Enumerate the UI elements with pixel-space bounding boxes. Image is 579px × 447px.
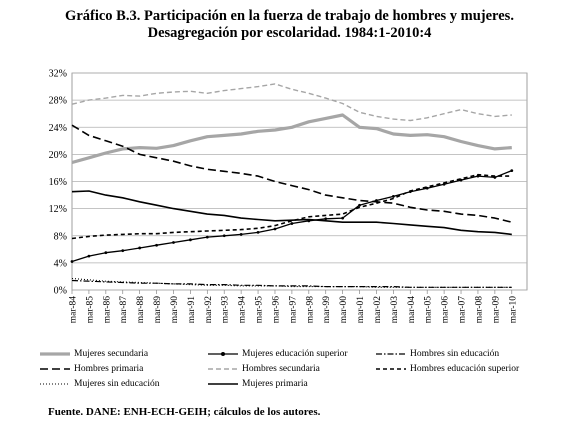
y-tick-label: 12% <box>49 204 67 215</box>
series-line-7 <box>71 277 512 288</box>
series-point <box>121 249 125 253</box>
legend-label: Hombres educación superior <box>410 364 520 374</box>
y-tick-label: 8% <box>54 231 67 242</box>
legend-label: Hombres secundaria <box>242 364 320 374</box>
x-tick-label: mar-97 <box>288 296 298 323</box>
x-tick-label: mar-05 <box>424 296 434 323</box>
legend-item: Hombres secundaria <box>208 363 320 375</box>
chart-title-line-1: Gráfico B.3. Participación en la fuerza … <box>65 8 514 24</box>
x-tick-label: mar-01 <box>356 296 366 323</box>
legend-label: Mujeres educación superior <box>242 349 348 359</box>
legend-swatch <box>40 368 70 370</box>
legend-item: Hombres educación superior <box>376 363 519 375</box>
legend-item: Mujeres educación superior <box>208 348 348 360</box>
legend-swatch <box>40 352 70 356</box>
legend-label: Mujeres primaria <box>242 379 308 389</box>
legend-label: Hombres primaria <box>74 364 144 374</box>
series-point <box>358 203 361 207</box>
series-point <box>239 232 243 236</box>
legend-swatch <box>40 383 70 385</box>
y-tick-label: 4% <box>54 258 67 269</box>
chart-title-line-2: Desagregación por escolaridad. 1984:1-20… <box>147 25 432 41</box>
series-point <box>87 254 91 258</box>
x-tick-label: mar-86 <box>102 296 112 323</box>
source-note: Fuente. DANE: ENH-ECH-GEIH; cálculos de … <box>48 406 321 418</box>
series-point <box>104 251 108 255</box>
legend-swatch <box>208 383 238 385</box>
series-point <box>222 234 226 238</box>
legend-label: Mujeres sin educación <box>74 379 160 389</box>
series-point <box>256 230 260 234</box>
legend-swatch <box>376 368 406 370</box>
series-point <box>391 195 395 198</box>
series-line-6 <box>71 173 512 240</box>
x-tick-label: mar-85 <box>85 296 95 323</box>
y-tick-label: 24% <box>49 123 67 134</box>
x-tick-label: mar-90 <box>170 296 180 323</box>
x-tick-label: mar-96 <box>271 296 281 323</box>
legend-item: Mujeres secundaria <box>40 348 148 360</box>
x-tick-label: mar-03 <box>390 296 400 323</box>
x-tick-label: mar-04 <box>407 296 417 323</box>
series-point <box>172 241 175 244</box>
x-tick-label: mar-99 <box>322 296 332 323</box>
series-point <box>205 235 209 239</box>
series-line-8 <box>71 190 512 236</box>
legend-item: Hombres sin educación <box>376 348 499 360</box>
series-line-5 <box>71 83 512 122</box>
series-point <box>155 243 158 247</box>
x-tick-label: mar-95 <box>255 296 265 323</box>
x-tick-label: mar-89 <box>153 296 163 323</box>
series-point <box>138 246 142 250</box>
x-tick-label: mar-84 <box>69 296 79 323</box>
x-tick-label: mar-08 <box>474 296 484 323</box>
x-tick-label: mar-87 <box>119 296 129 323</box>
series-line-1 <box>71 113 512 165</box>
x-tick-label: mar-02 <box>373 296 383 323</box>
legend-swatch <box>208 352 238 356</box>
series-line-2 <box>71 169 513 263</box>
legend-label: Mujeres secundaria <box>74 349 149 359</box>
x-tick-label: mar-94 <box>238 296 248 323</box>
series-line-3 <box>71 279 512 288</box>
x-tick-label: mar-07 <box>458 296 468 323</box>
x-tick-label: mar-91 <box>187 296 197 323</box>
legend-item: Hombres primaria <box>40 363 143 375</box>
legend-swatch <box>376 353 406 355</box>
x-tick-label: mar-88 <box>136 296 146 323</box>
y-tick-label: 0% <box>54 286 67 297</box>
series-point <box>70 260 74 263</box>
y-tick-label: 32% <box>49 69 67 80</box>
x-tick-label: mar-92 <box>204 296 214 323</box>
y-tick-label: 28% <box>49 96 67 107</box>
chart-title: Gráfico B.3. Participación en la fuerza … <box>0 8 579 42</box>
legend-swatch <box>208 368 238 370</box>
series-point <box>324 217 328 221</box>
series-point <box>510 169 514 173</box>
x-tick-label: mar-98 <box>305 296 315 323</box>
series-line-4 <box>71 124 512 223</box>
x-tick-label: mar-93 <box>221 296 231 323</box>
y-tick-label: 16% <box>49 177 67 188</box>
x-tick-label: mar-00 <box>339 296 349 323</box>
legend-item: Mujeres primaria <box>208 378 308 390</box>
legend-label: Hombres sin educación <box>410 349 500 359</box>
x-tick-label: mar-10 <box>508 296 518 323</box>
series-point <box>189 238 192 242</box>
x-tick-label: mar-09 <box>491 296 501 323</box>
x-tick-label: mar-06 <box>441 296 451 323</box>
series-point <box>341 216 345 220</box>
legend-item: Mujeres sin educación <box>40 378 159 390</box>
series-point <box>290 222 294 225</box>
y-tick-label: 20% <box>49 150 67 161</box>
series-point <box>273 227 277 231</box>
